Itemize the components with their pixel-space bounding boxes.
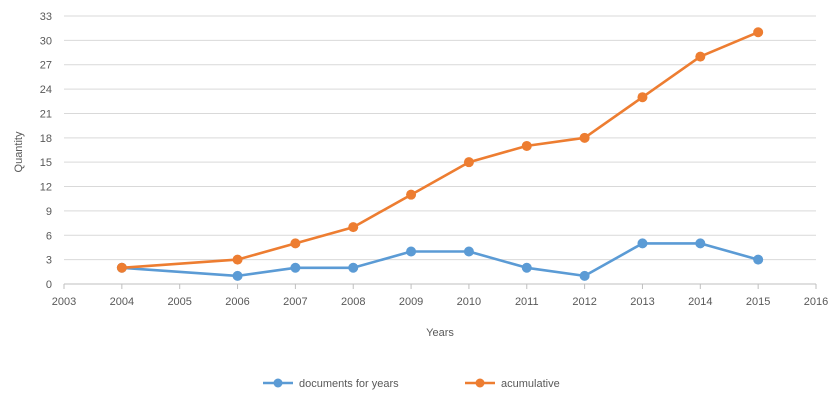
data-point <box>463 157 474 168</box>
data-point <box>753 27 764 38</box>
data-point <box>406 246 417 257</box>
data-point <box>637 92 648 103</box>
data-point <box>290 238 301 249</box>
data-point <box>637 238 648 249</box>
data-point <box>579 270 590 281</box>
y-tick-label: 18 <box>40 133 52 145</box>
data-point <box>232 254 243 265</box>
legend-label: acumulative <box>501 378 560 390</box>
legend-marker <box>475 378 485 388</box>
y-tick-label: 24 <box>40 84 52 96</box>
x-tick-label: 2012 <box>572 296 596 308</box>
x-axis-title: Years <box>426 327 454 339</box>
y-tick-label: 0 <box>46 279 52 291</box>
x-tick-label: 2006 <box>225 296 249 308</box>
series-line-2 <box>121 31 759 270</box>
legend-label: documents for years <box>299 378 399 390</box>
legend-marker <box>273 378 283 388</box>
x-tick-label: 2003 <box>52 296 76 308</box>
x-tick-label: 2010 <box>457 296 481 308</box>
x-axis-ticks: 2003 2004 2005 2006 2007 2008 2009 2010 2011 2012… <box>52 284 828 308</box>
x-tick-label: 2004 <box>110 296 134 308</box>
series-group <box>116 27 764 281</box>
y-tick-label: 12 <box>40 182 52 194</box>
x-tick-label: 2015 <box>746 296 770 308</box>
data-point <box>579 132 590 143</box>
data-point <box>290 262 301 273</box>
data-point <box>232 270 243 281</box>
legend: documents for years acumulative <box>263 378 560 390</box>
data-point <box>521 262 532 273</box>
data-point <box>348 262 359 273</box>
y-axis-title: Quantity <box>13 131 25 172</box>
x-tick-label: 2016 <box>804 296 828 308</box>
x-tick-label: 2011 <box>515 296 539 308</box>
data-point <box>695 51 706 62</box>
y-tick-label: 6 <box>46 230 52 242</box>
gridlines <box>64 15 816 261</box>
x-tick-label: 2005 <box>167 296 191 308</box>
x-tick-label: 2013 <box>630 296 654 308</box>
y-tick-label: 30 <box>40 35 52 47</box>
y-tick-label: 27 <box>40 60 52 72</box>
x-tick-label: 2014 <box>688 296 712 308</box>
x-tick-label: 2008 <box>341 296 365 308</box>
data-point <box>348 222 359 233</box>
y-tick-label: 15 <box>40 157 52 169</box>
data-point <box>695 238 706 249</box>
data-point <box>406 189 417 200</box>
y-tick-label: 9 <box>46 206 52 218</box>
y-tick-label: 33 <box>40 11 52 23</box>
data-point <box>753 254 764 265</box>
data-point <box>116 262 127 273</box>
y-axis-ticks: 0 3 6 9 12 15 18 21 24 27 30 33 <box>40 11 52 291</box>
data-point <box>463 246 474 257</box>
y-tick-label: 21 <box>40 108 52 120</box>
y-tick-label: 3 <box>46 255 52 267</box>
data-point <box>521 140 532 151</box>
x-tick-label: 2007 <box>283 296 307 308</box>
x-tick-label: 2009 <box>399 296 423 308</box>
